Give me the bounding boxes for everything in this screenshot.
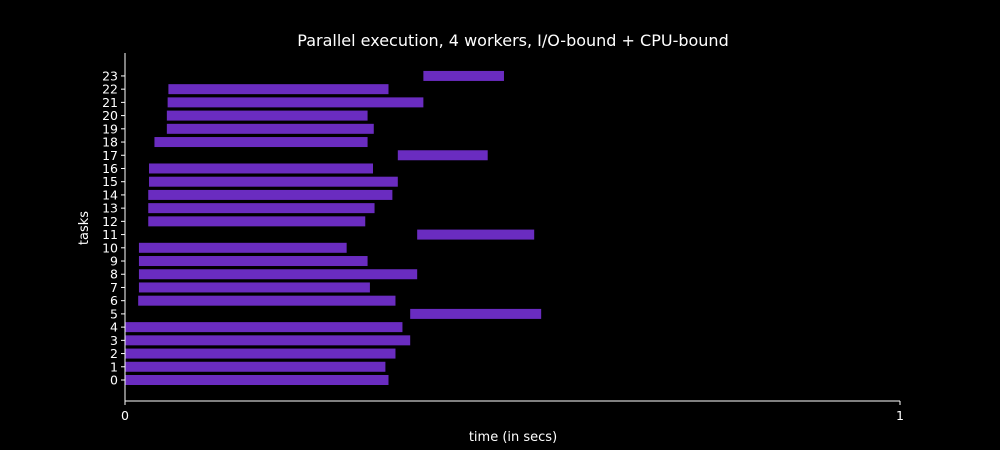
y-tick-label: 17 [102, 148, 118, 163]
bar-task-15 [149, 176, 398, 187]
y-tick-label: 11 [102, 227, 118, 242]
y-tick-label: 3 [110, 333, 118, 348]
bar-task-11 [417, 229, 535, 240]
bar-task-17 [397, 150, 488, 161]
y-tick-label: 22 [102, 82, 118, 97]
bars-layer [125, 70, 542, 385]
y-tick-label: 6 [110, 293, 118, 308]
bar-task-3 [125, 335, 411, 346]
bar-task-4 [125, 322, 403, 333]
y-tick-label: 10 [102, 240, 118, 255]
y-tick-label: 18 [102, 135, 118, 150]
bar-task-18 [154, 137, 368, 148]
y-tick-label: 8 [110, 267, 118, 282]
bar-task-12 [148, 216, 366, 227]
bar-task-20 [166, 110, 368, 121]
bar-task-2 [125, 348, 396, 359]
chart-title: Parallel execution, 4 workers, I/O-bound… [297, 31, 728, 50]
bar-task-23 [423, 70, 504, 81]
bar-task-6 [138, 295, 396, 306]
bar-task-10 [138, 242, 347, 253]
bar-task-21 [167, 97, 424, 108]
x-tick-label: 0 [121, 408, 129, 423]
x-axis-label: time (in secs) [469, 430, 557, 445]
bar-task-14 [148, 189, 393, 200]
y-tick-label: 5 [110, 306, 118, 321]
x-tick-label: 1 [896, 408, 904, 423]
y-axis-label: tasks [77, 211, 92, 245]
y-tick-label: 9 [110, 254, 118, 269]
bar-task-22 [168, 84, 389, 95]
y-tick-label: 4 [110, 320, 118, 335]
y-tick-label: 19 [102, 121, 118, 136]
bar-task-9 [138, 256, 368, 267]
bar-task-0 [125, 375, 389, 385]
y-tick-label: 1 [110, 359, 118, 374]
y-tick-label: 16 [102, 161, 118, 176]
bar-task-19 [166, 123, 374, 134]
bar-task-5 [410, 308, 542, 319]
bar-task-16 [149, 163, 373, 174]
y-tick-label: 23 [102, 68, 118, 83]
y-tick-label: 21 [102, 95, 118, 110]
y-tick-label: 20 [102, 108, 118, 123]
y-tick-label: 12 [102, 214, 118, 229]
y-tick-label: 13 [102, 201, 118, 216]
y-tick-label: 2 [110, 346, 118, 361]
bar-task-1 [125, 361, 386, 372]
y-tick-label: 0 [110, 373, 118, 388]
y-tick-label: 15 [102, 174, 118, 189]
y-tick-label: 7 [110, 280, 118, 295]
bar-task-7 [138, 282, 370, 293]
bar-task-13 [148, 203, 375, 214]
bar-task-8 [138, 269, 418, 280]
y-tick-label: 14 [102, 187, 118, 202]
